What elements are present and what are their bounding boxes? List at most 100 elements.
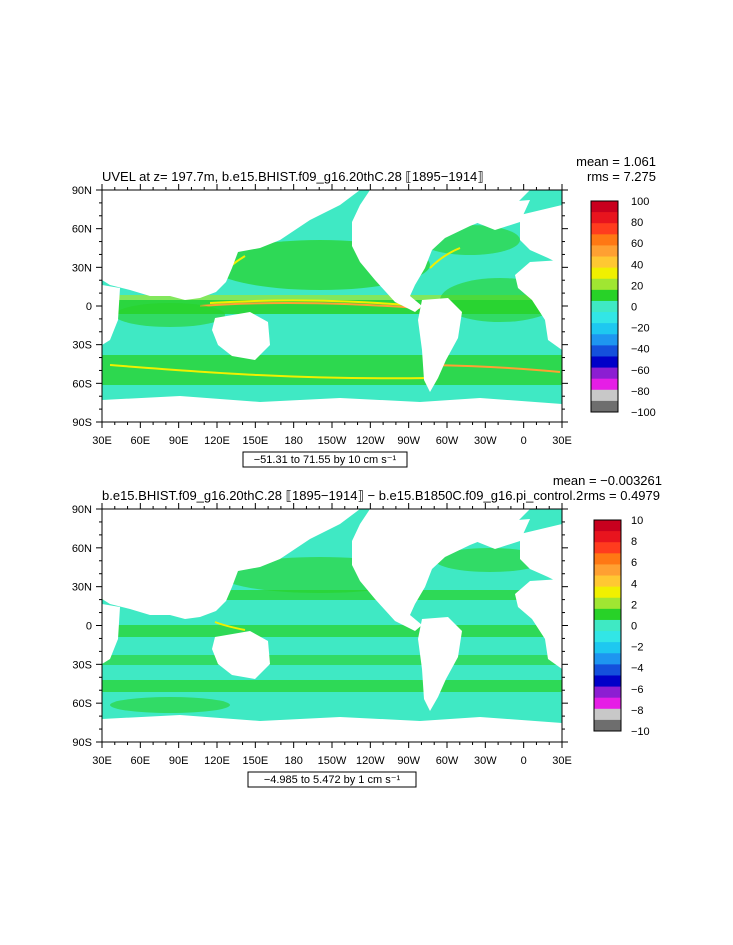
y-tick-label: 30S bbox=[72, 340, 92, 352]
colorbar-frame bbox=[593, 519, 622, 732]
x-tick-label: 30E bbox=[552, 435, 572, 447]
colorbar-label: 10 bbox=[631, 515, 643, 527]
colorbar-swatch bbox=[594, 619, 621, 632]
y-tick-label: 60S bbox=[72, 378, 92, 390]
colorbar-swatch bbox=[591, 234, 618, 246]
panel-1-y-ticks: 90N 60N 30N 0 30S 60S 90S bbox=[72, 185, 568, 429]
colorbar-swatch bbox=[591, 323, 618, 335]
y-tick-label: 30N bbox=[72, 262, 92, 274]
colorbar-label: −20 bbox=[631, 323, 650, 335]
panel-2-mean: mean = −0.003261 bbox=[553, 473, 662, 488]
colorbar-swatch bbox=[591, 256, 618, 269]
y-tick-label: 60N bbox=[72, 543, 92, 555]
colorbar-swatch bbox=[591, 278, 618, 291]
panel-2-land-europe bbox=[520, 524, 562, 584]
panel-1-land-eurasia bbox=[102, 190, 360, 300]
colorbar-swatch bbox=[594, 575, 621, 588]
panel-1-x-ticks: 30E 60E 90E 120E 150E 180 150W 120W 90W 60W 30W 0 30… bbox=[92, 184, 572, 447]
panel-1-land-north-america bbox=[352, 190, 530, 312]
x-tick-label: 30W bbox=[474, 435, 497, 447]
colorbar-swatch bbox=[594, 531, 621, 543]
panel-1-land-europe bbox=[520, 205, 562, 265]
panel-2-land-africa bbox=[515, 579, 562, 669]
panel-2-land-greenland bbox=[465, 519, 530, 549]
x-tick-label: 60W bbox=[436, 435, 459, 447]
panel-2-land bbox=[102, 509, 562, 742]
colorbar-swatch bbox=[591, 389, 618, 402]
colorbar-label: −2 bbox=[631, 642, 644, 654]
x-tick-label: 120E bbox=[204, 755, 230, 767]
colorbar-swatch bbox=[591, 400, 618, 413]
x-tick-label: 150W bbox=[318, 435, 347, 447]
x-tick-label: 180 bbox=[284, 435, 302, 447]
colorbar-swatch bbox=[594, 553, 621, 565]
colorbar-swatch bbox=[594, 697, 621, 710]
colorbar-swatch bbox=[594, 642, 621, 654]
panel-1-land-antarctica bbox=[102, 396, 562, 422]
x-tick-label: 150E bbox=[242, 435, 268, 447]
panel-1-land-south-america bbox=[418, 298, 462, 392]
x-tick-label: 30E bbox=[92, 755, 112, 767]
x-tick-label: 0 bbox=[521, 755, 527, 767]
panel-2-map bbox=[102, 509, 562, 742]
panel-1-title: UVEL at z= 197.7m, b.e15.BHIST.f09_g16.2… bbox=[102, 169, 484, 184]
colorbar-swatch bbox=[591, 267, 618, 280]
colorbar-swatch bbox=[591, 300, 618, 313]
x-tick-label: 60W bbox=[436, 755, 459, 767]
x-tick-label: 120W bbox=[356, 435, 385, 447]
colorbar-label: 8 bbox=[631, 536, 637, 548]
panel-1-mean: mean = 1.061 bbox=[576, 154, 656, 169]
x-tick-label: 150W bbox=[318, 755, 347, 767]
colorbar-swatch bbox=[591, 334, 618, 346]
panel-2-land-eurasia bbox=[102, 509, 360, 619]
colorbar-label: −80 bbox=[631, 386, 650, 398]
x-tick-label: 90W bbox=[397, 755, 420, 767]
colorbar-label: 0 bbox=[631, 302, 637, 314]
colorbar-swatch bbox=[594, 719, 621, 732]
panel-2-rms: rms = 0.4979 bbox=[584, 488, 660, 503]
colorbar-swatch bbox=[591, 212, 618, 224]
colorbar-swatch bbox=[591, 312, 618, 324]
colorbar-swatch bbox=[594, 608, 621, 621]
x-tick-label: 120E bbox=[204, 435, 230, 447]
colorbar-swatch bbox=[591, 345, 618, 357]
x-tick-label: 120W bbox=[356, 755, 385, 767]
colorbar-swatch bbox=[591, 378, 618, 391]
panel-2-range-box bbox=[247, 771, 417, 788]
x-tick-label: 180 bbox=[284, 755, 302, 767]
colorbar-swatch bbox=[594, 520, 621, 532]
colorbar-label: 40 bbox=[631, 259, 643, 271]
x-tick-label: 60E bbox=[131, 755, 151, 767]
colorbar-label: 4 bbox=[631, 578, 637, 590]
panel-1-map bbox=[102, 190, 562, 422]
colorbar-label: 6 bbox=[631, 557, 637, 569]
panel-2-land-antarctica bbox=[102, 715, 562, 742]
panel-2-colorbar: 10 8 6 4 2 0 −2 −4 −6 −8 −10 bbox=[593, 515, 650, 738]
colorbar-label: 0 bbox=[631, 621, 637, 633]
colorbar-label: −6 bbox=[631, 684, 644, 696]
colorbar-swatch bbox=[591, 356, 618, 369]
panel-2: b.e15.BHIST.f09_g16.20thC.28 ⟦1895−1914⟧… bbox=[72, 473, 662, 788]
colorbar-swatch bbox=[594, 597, 621, 610]
panel-2-land-australia bbox=[212, 631, 270, 679]
colorbar-label: 2 bbox=[631, 599, 637, 611]
y-tick-label: 60N bbox=[72, 224, 92, 236]
colorbar-swatch bbox=[591, 289, 618, 302]
panel-1-colorbar: 100 80 60 40 20 0 −20 −40 −60 −80 −100 bbox=[590, 196, 656, 419]
colorbar-swatch bbox=[594, 586, 621, 599]
colorbar-swatch bbox=[591, 201, 618, 213]
colorbar-swatch bbox=[591, 245, 618, 258]
colorbar-label: 60 bbox=[631, 238, 643, 250]
x-tick-label: 90E bbox=[169, 435, 189, 447]
y-tick-label: 60S bbox=[72, 698, 92, 710]
x-tick-label: 30W bbox=[474, 755, 497, 767]
y-tick-label: 90S bbox=[72, 417, 92, 429]
colorbar-label: −100 bbox=[631, 407, 656, 419]
colorbar-swatch bbox=[594, 564, 621, 577]
colorbar-swatch bbox=[594, 631, 621, 643]
panel-1-land-australia bbox=[212, 312, 270, 360]
panel-1-rms: rms = 7.275 bbox=[587, 169, 656, 184]
x-tick-label: 90E bbox=[169, 755, 189, 767]
colorbar-label: −10 bbox=[631, 726, 650, 738]
